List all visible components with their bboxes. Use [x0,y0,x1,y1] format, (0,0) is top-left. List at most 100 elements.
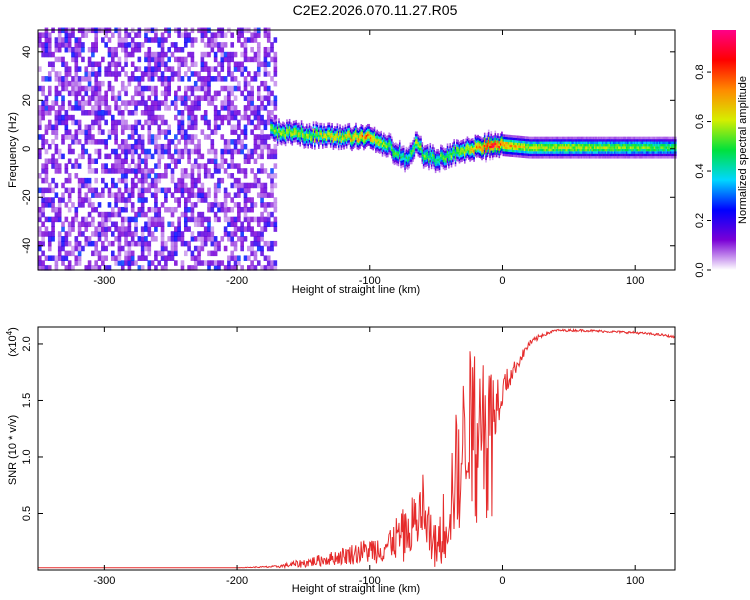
spectrogram-cell [150,66,155,72]
spectrogram-cell [140,76,145,82]
spectrogram-ridge-cell [272,138,275,142]
spectrogram-cell [71,85,75,92]
spectrogram-ridge-cell [578,143,580,147]
spectrogram-ridge-cell [529,141,531,145]
spectrogram-cell [64,163,69,169]
spectrogram-ridge-cell [568,151,571,154]
spectrogram-cell [57,197,62,203]
spectrogram-ridge-cell [494,142,497,146]
spectrogram-cell [140,250,145,257]
spectrogram-cell [51,221,55,228]
spectrogram-ridge-cell [369,144,372,147]
spectrogram-ridge-cell [550,151,552,154]
spectrogram-ridge-cell [558,146,560,149]
spectrogram-ridge-cell [323,123,325,126]
spectrogram-ridge-cell [391,148,393,152]
spectrogram-ridge-cell [629,136,632,140]
spectrogram-cell [107,226,112,232]
spectrogram-cell [253,265,258,271]
spectrogram-cell [167,76,171,82]
spectrogram-ridge-cell [558,151,560,154]
spectrogram-ridge-cell [387,149,389,153]
spectrogram-ridge-cell [542,143,544,147]
spectrogram-ridge-cell [440,151,442,155]
spectrogram-ridge-cell [344,129,347,132]
spectrogram-ridge-cell [410,149,413,153]
spectrogram-ridge-cell [368,140,371,144]
spectrogram-ridge-cell [307,136,309,139]
spectrogram-ridge-cell [515,154,518,158]
spectrogram-cell [220,153,225,160]
spectrogram-cell [44,37,49,43]
spectrogram-cell [197,143,201,150]
spectrogram-cell [104,182,108,189]
spectrogram-cell [230,114,235,121]
spectrogram-ridge-cell [323,140,325,143]
spectrogram-ridge-cell [444,160,446,164]
spectrogram-ridge-cell [668,153,670,157]
spectrogram-ridge-cell [510,134,513,138]
spectrogram-ridge-cell [351,129,353,132]
spectrogram-ridge-cell [665,141,668,145]
spectrogram-ridge-cell [429,155,432,158]
spectrogram-ridge-cell [643,156,645,159]
spectrogram-ridge-cell [473,149,475,153]
spectrogram-ridge-cell [416,138,418,142]
spectrogram-cell [247,95,251,101]
spectrogram-ridge-cell [583,139,586,142]
spectrogram-ridge-cell [310,133,312,136]
spectrogram-cell [51,177,55,184]
spectrogram-ridge-cell [341,140,344,143]
spectrogram-ridge-cell [517,150,519,153]
spectrogram-ridge-cell [336,137,339,141]
spectrogram-cell [160,51,165,58]
spectrogram-ridge-cell [551,148,554,152]
spectrogram-cell [243,143,248,150]
spectrogram-ridge-cell [356,127,359,131]
spectrogram-cell [233,216,238,223]
spectrogram-cell [101,245,105,252]
spectrogram-cell [47,158,52,164]
spectrogram-ridge-cell [310,145,312,149]
spectrogram-ridge-cell [505,144,507,147]
spectrogram-cell [270,221,274,228]
spectrogram-ridge-cell [526,153,528,156]
spectrogram-ridge-cell [424,155,426,158]
spectrogram-cell [71,245,75,252]
spectrogram-ridge-cell [424,152,426,156]
spectrogram-ridge-cell [460,152,462,155]
spectrogram-cell [243,51,248,58]
spectrogram-cell [210,173,215,179]
spectrogram-ridge-cell [408,163,410,166]
spectrogram-ridge-cell [533,139,535,142]
spectrogram-ridge-cell [550,156,552,159]
spectrogram-cell [104,95,108,101]
spectrogram-ridge-cell [341,135,344,138]
spectrogram-ridge-cell [506,151,509,155]
spectrogram-cell [120,124,125,131]
spectrogram-ridge-cell [406,152,409,156]
spectrogram-cell [104,211,108,218]
spectrogram-ridge-cell [352,139,355,142]
spectrogram-cell [197,187,201,194]
spectrogram-ridge-cell [335,140,337,144]
spectrogram-cell [130,61,135,68]
spectrogram-ridge-cell [621,153,624,157]
spectrogram-cell [104,163,108,169]
spectrogram-ridge-cell [542,146,544,149]
spectrogram-ridge-cell [437,168,440,171]
spectrogram-ridge-cell [302,125,304,129]
spectrogram-ridge-cell [405,156,408,160]
spectrogram-ridge-cell [385,150,388,153]
spectrogram-ridge-cell [465,140,467,144]
spectrogram-cell [137,187,142,194]
spectrogram-ridge-cell [396,143,398,147]
spectrogram-cell [120,85,125,92]
spectrogram-cell [110,148,115,155]
spectrogram-cell [144,168,148,174]
spectrogram-cell [94,260,99,266]
spectrogram-ridge-cell [385,152,388,156]
spectrogram-cell [263,182,268,189]
spectrogram-ridge-cell [591,139,593,142]
spectrogram-ridge-cell [542,151,544,154]
